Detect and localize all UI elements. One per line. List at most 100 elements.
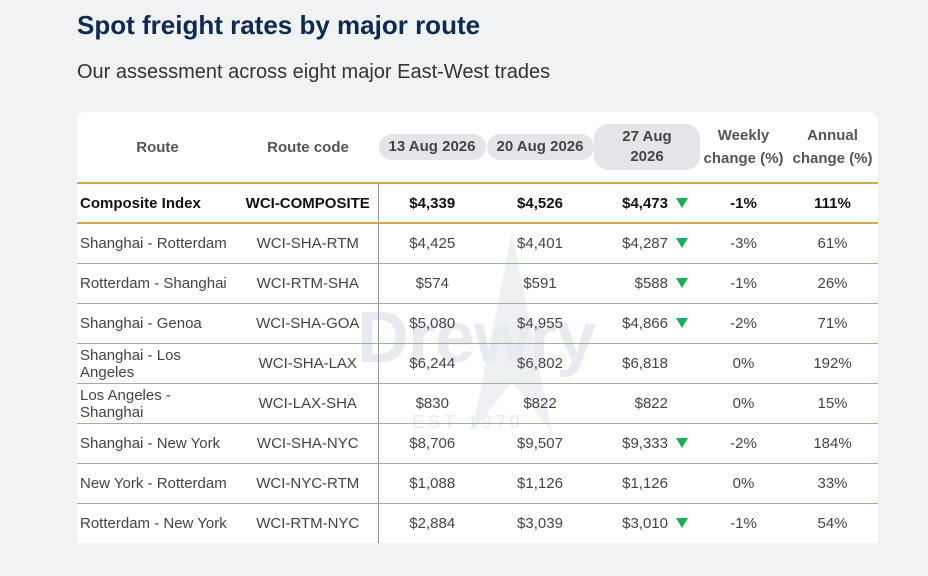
table-row: Los Angeles - Shanghai WCI-LAX-SHA $830 $82… <box>77 383 878 424</box>
table-row: Shanghai - Genoa WCI-SHA-GOA $5,080 $4,955 $… <box>77 303 878 344</box>
cell-rate-d1: $4,425 <box>378 223 486 264</box>
cell-weekly-change: -1% <box>700 503 787 543</box>
cell-weekly-change: -1% <box>700 183 787 224</box>
cell-rate-d3: $9,333 <box>594 423 700 464</box>
cell-annual-change: 71% <box>787 303 878 344</box>
down-triangle-icon <box>674 277 690 291</box>
cell-rate-d1: $8,706 <box>378 423 486 464</box>
cell-route-code: WCI-RTM-SHA <box>238 263 379 304</box>
cell-rate-d2: $1,126 <box>486 463 594 504</box>
latest-rate-value: $3,010 <box>622 515 668 532</box>
cell-annual-change: 61% <box>787 223 878 264</box>
page-subtitle: Our assessment across eight major East-W… <box>77 61 551 83</box>
down-triangle-icon <box>674 517 690 531</box>
header-weekly-change: Weekly change (%) <box>700 112 787 184</box>
cell-weekly-change: -2% <box>700 303 787 344</box>
cell-route: Rotterdam - New York <box>77 503 238 543</box>
cell-rate-d2: $822 <box>486 383 594 424</box>
header-annual-line1: Annual <box>807 127 858 144</box>
table-row: Shanghai - Los Angeles WCI-SHA-LAX $6,244 $… <box>77 343 878 384</box>
cell-weekly-change: -2% <box>700 423 787 464</box>
cell-rate-d1: $2,884 <box>378 503 486 543</box>
cell-route-code: WCI-SHA-RTM <box>238 223 379 264</box>
cell-rate-d1: $6,244 <box>378 343 486 384</box>
down-triangle-icon <box>674 197 690 211</box>
header-date-2: 20 Aug 2026 <box>486 112 594 184</box>
table-row: Shanghai - Rotterdam WCI-SHA-RTM $4,425 $4,… <box>77 223 878 264</box>
header-date-1: 13 Aug 2026 <box>378 112 486 184</box>
latest-rate-value: $9,333 <box>622 435 668 452</box>
header-weekly-line2: change (%) <box>703 150 784 167</box>
cell-rate-d2: $4,526 <box>486 183 594 224</box>
cell-rate-d1: $830 <box>378 383 486 424</box>
cell-annual-change: 33% <box>787 463 878 504</box>
cell-route: Shanghai - Rotterdam <box>77 223 238 264</box>
latest-rate-value: $4,473 <box>622 194 668 212</box>
cell-rate-d3: $6,818 <box>594 343 700 384</box>
latest-rate-value: $6,818 <box>622 355 668 372</box>
cell-rate-d2: $4,401 <box>486 223 594 264</box>
cell-weekly-change: 0% <box>700 463 787 504</box>
down-triangle-icon <box>674 237 690 251</box>
cell-rate-d1: $5,080 <box>378 303 486 344</box>
cell-rate-d3: $3,010 <box>594 503 700 543</box>
cell-rate-d2: $4,955 <box>486 303 594 344</box>
table-row: New York - Rotterdam WCI-NYC-RTM $1,088 $1,… <box>77 463 878 504</box>
table-row: Rotterdam - Shanghai WCI-RTM-SHA $574 $591 $… <box>77 263 878 304</box>
table-row-composite: Composite Index WCI-COMPOSITE $4,339 $4,526… <box>77 183 878 224</box>
header-route-code: Route code <box>238 112 378 184</box>
cell-rate-d1: $1,088 <box>378 463 486 504</box>
cell-route: Shanghai - Los Angeles <box>77 343 238 384</box>
cell-route-code: WCI-NYC-RTM <box>238 463 379 504</box>
cell-route-code: WCI-LAX-SHA <box>238 383 379 424</box>
cell-route: Shanghai - New York <box>77 423 238 464</box>
cell-route: New York - Rotterdam <box>77 463 238 504</box>
cell-rate-d3: $822 <box>594 383 700 424</box>
table-row: Rotterdam - New York WCI-RTM-NYC $2,884 $3,… <box>77 503 878 543</box>
cell-weekly-change: -3% <box>700 223 787 264</box>
down-triangle-icon <box>674 437 690 451</box>
header-date-3: 27 Aug 2026 <box>594 112 700 184</box>
cell-route: Rotterdam - Shanghai <box>77 263 238 304</box>
header-annual-line2: change (%) <box>792 150 873 167</box>
cell-route-code: WCI-COMPOSITE <box>238 183 379 224</box>
cell-weekly-change: 0% <box>700 343 787 384</box>
latest-rate-value: $4,287 <box>622 235 668 252</box>
cell-annual-change: 26% <box>787 263 878 304</box>
cell-rate-d3: $4,866 <box>594 303 700 344</box>
cell-rate-d3: $1,126 <box>594 463 700 504</box>
cell-annual-change: 15% <box>787 383 878 424</box>
table-header-row: Route Route code 13 Aug 2026 20 Aug 2026… <box>77 112 878 184</box>
cell-route-code: WCI-SHA-NYC <box>238 423 379 464</box>
cell-route: Los Angeles - Shanghai <box>77 383 238 424</box>
table-row: Shanghai - New York WCI-SHA-NYC $8,706 $9,5… <box>77 423 878 464</box>
cell-rate-d2: $591 <box>486 263 594 304</box>
cell-annual-change: 184% <box>787 423 878 464</box>
header-annual-change: Annual change (%) <box>787 112 878 184</box>
cell-rate-d2: $9,507 <box>486 423 594 464</box>
latest-rate-value: $822 <box>634 395 668 412</box>
latest-rate-value: $588 <box>634 275 668 292</box>
latest-rate-value: $1,126 <box>622 475 668 492</box>
page-title: Spot freight rates by major route <box>77 10 481 40</box>
rates-table: Route Route code 13 Aug 2026 20 Aug 2026… <box>77 112 878 543</box>
cell-weekly-change: 0% <box>700 383 787 424</box>
header-date-2-pill: 20 Aug 2026 <box>486 134 594 160</box>
latest-rate-value: $4,866 <box>622 315 668 332</box>
cell-annual-change: 192% <box>787 343 878 384</box>
cell-route-code: WCI-SHA-GOA <box>238 303 379 344</box>
cell-route-code: WCI-SHA-LAX <box>238 343 379 384</box>
cell-route: Composite Index <box>77 183 238 224</box>
down-triangle-icon <box>674 317 690 331</box>
header-date-1-pill: 13 Aug 2026 <box>378 134 486 160</box>
cell-rate-d1: $574 <box>378 263 486 304</box>
cell-rate-d1: $4,339 <box>378 183 486 224</box>
cell-annual-change: 111% <box>787 183 878 224</box>
cell-rate-d3: $4,473 <box>594 183 700 224</box>
cell-weekly-change: -1% <box>700 263 787 304</box>
cell-annual-change: 54% <box>787 503 878 543</box>
header-route: Route <box>77 112 238 184</box>
cell-route: Shanghai - Genoa <box>77 303 238 344</box>
rates-table-card: Drewry EST 1970 Route Route code 13 Aug … <box>77 112 878 543</box>
cell-rate-d3: $4,287 <box>594 223 700 264</box>
